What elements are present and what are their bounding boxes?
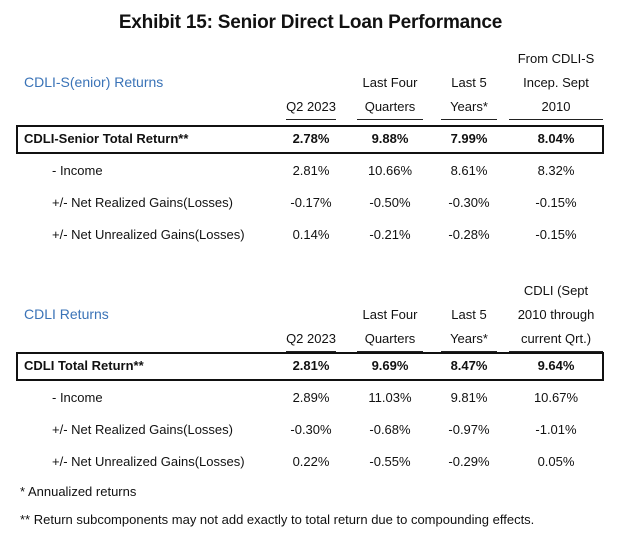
cdli-col-header-underline-2 (441, 351, 497, 352)
row-value: 8.04% (537, 131, 575, 146)
row-label: +/- Net Realized Gains(Losses) (52, 195, 233, 210)
senior-section-label: CDLI-S(enior) Returns (24, 74, 164, 90)
senior-col-header-2-line-0: Last 5 (451, 75, 487, 90)
senior-col-header-1-line-0: Last Four (362, 75, 418, 90)
row-value: -0.15% (535, 227, 577, 242)
row-value: -0.68% (369, 422, 411, 437)
row-value: -1.01% (535, 422, 577, 437)
cdli-col-header-3-line-2: current Qrt.) (520, 331, 592, 346)
row-value: 10.67% (533, 390, 579, 405)
row-value: 11.03% (368, 390, 412, 405)
row-value: 9.81% (450, 390, 488, 405)
senior-col-header-3-line-2: 2010 (541, 99, 571, 114)
exhibit-title: Exhibit 15: Senior Direct Loan Performan… (118, 12, 503, 33)
table-row: +/- Net Realized Gains(Losses) -0.17% -0.5… (0, 187, 621, 219)
table-row: - Income 2.81% 10.66% 8.61% 8.32% (0, 155, 621, 187)
row-value: 8.61% (450, 163, 488, 178)
senior-col-header-underline-3 (509, 119, 603, 120)
row-label: CDLI Total Return** (24, 358, 144, 373)
cdli-col-header-underline-3 (509, 351, 603, 352)
footnote-compounding: ** Return subcomponents may not add exac… (20, 512, 535, 527)
row-value: 8.32% (537, 163, 575, 178)
row-value: -0.30% (290, 422, 332, 437)
row-value: 7.99% (450, 131, 488, 146)
senior-col-header-3-line-0: From CDLI-S (517, 51, 595, 66)
row-value: 2.81% (292, 163, 330, 178)
senior-col-header-2-line-1: Years* (450, 99, 488, 114)
senior-total-row-box (16, 125, 604, 154)
cdli-col-header-3-line-0: CDLI (Sept (523, 283, 589, 298)
row-value: -0.15% (535, 195, 577, 210)
senior-col-header-underline-1 (357, 119, 423, 120)
table-row: - Income 2.89% 11.03% 9.81% 10.67% (0, 382, 621, 414)
senior-col-header-0-line-0: Q2 2023 (286, 99, 336, 114)
cdli-col-header-0-line-0: Q2 2023 (286, 331, 336, 346)
cdli-col-header-1-line-0: Last Four (362, 307, 418, 322)
row-label: +/- Net Unrealized Gains(Losses) (52, 454, 245, 469)
row-value: 2.81% (292, 358, 330, 373)
senior-col-header-3-line-1: Incep. Sept (523, 75, 589, 90)
row-value: 0.05% (537, 454, 575, 469)
senior-col-header-underline-0 (286, 119, 336, 120)
cdli-col-header-underline-0 (286, 351, 336, 352)
row-value: 8.47% (450, 358, 488, 373)
row-value: 0.14% (292, 227, 330, 242)
row-value: -0.97% (448, 422, 490, 437)
cdli-total-row-box (16, 352, 604, 381)
row-value: -0.50% (369, 195, 411, 210)
row-value: -0.29% (448, 454, 490, 469)
cdli-col-header-2-line-0: Last 5 (451, 307, 487, 322)
cdli-col-header-1-line-1: Quarters (364, 331, 416, 346)
row-value: -0.17% (290, 195, 332, 210)
row-value: 0.22% (292, 454, 330, 469)
footnote-annualized: * Annualized returns (20, 484, 137, 499)
row-value: 9.88% (371, 131, 409, 146)
senior-col-header-underline-2 (441, 119, 497, 120)
cdli-section-label: CDLI Returns (24, 306, 109, 322)
row-value: -0.21% (369, 227, 411, 242)
cdli-col-header-2-line-1: Years* (450, 331, 488, 346)
row-value: -0.55% (369, 454, 411, 469)
cdli-col-header-underline-1 (357, 351, 423, 352)
row-value: 2.89% (292, 390, 330, 405)
row-value: 9.69% (371, 358, 409, 373)
cdli-total-return-row: CDLI Total Return** 2.81% 9.69% 8.47% 9.64% (0, 350, 621, 382)
senior-col-header-1-line-1: Quarters (364, 99, 416, 114)
table-row: +/- Net Realized Gains(Losses) -0.30% -0.6… (0, 414, 621, 446)
table-row: +/- Net Unrealized Gains(Losses) 0.22% -0.… (0, 446, 621, 478)
cdli-col-header-3-line-1: 2010 through (517, 307, 595, 322)
row-label: CDLI-Senior Total Return** (24, 131, 189, 146)
row-value: 2.78% (292, 131, 330, 146)
row-label: - Income (52, 163, 103, 178)
senior-total-return-row: CDLI-Senior Total Return** 2.78% 9.88% 7.99… (0, 123, 621, 155)
table-row: +/- Net Unrealized Gains(Losses) 0.14% -0.… (0, 219, 621, 251)
row-label: +/- Net Realized Gains(Losses) (52, 422, 233, 437)
row-value: 9.64% (537, 358, 575, 373)
row-label: +/- Net Unrealized Gains(Losses) (52, 227, 245, 242)
row-value: 10.66% (367, 163, 413, 178)
row-label: - Income (52, 390, 103, 405)
row-value: -0.28% (448, 227, 490, 242)
row-value: -0.30% (448, 195, 490, 210)
